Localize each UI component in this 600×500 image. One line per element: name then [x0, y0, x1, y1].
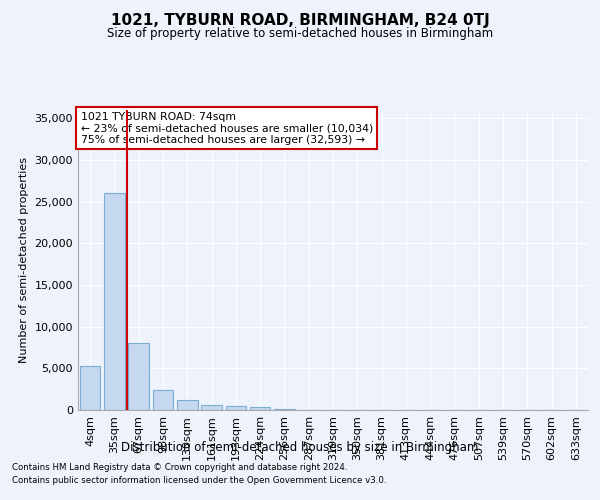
Bar — [274, 409, 295, 410]
Bar — [152, 390, 173, 410]
Bar — [250, 407, 271, 410]
Text: Contains public sector information licensed under the Open Government Licence v3: Contains public sector information licen… — [12, 476, 386, 485]
Text: Distribution of semi-detached houses by size in Birmingham: Distribution of semi-detached houses by … — [121, 441, 479, 454]
Text: Contains HM Land Registry data © Crown copyright and database right 2024.: Contains HM Land Registry data © Crown c… — [12, 464, 347, 472]
Bar — [80, 366, 100, 410]
Bar — [177, 400, 197, 410]
Bar — [201, 404, 222, 410]
Bar — [226, 406, 246, 410]
Text: Size of property relative to semi-detached houses in Birmingham: Size of property relative to semi-detach… — [107, 28, 493, 40]
Text: 1021 TYBURN ROAD: 74sqm
← 23% of semi-detached houses are smaller (10,034)
75% o: 1021 TYBURN ROAD: 74sqm ← 23% of semi-de… — [80, 112, 373, 144]
Y-axis label: Number of semi-detached properties: Number of semi-detached properties — [19, 157, 29, 363]
Bar — [104, 194, 125, 410]
Bar — [128, 344, 149, 410]
Text: 1021, TYBURN ROAD, BIRMINGHAM, B24 0TJ: 1021, TYBURN ROAD, BIRMINGHAM, B24 0TJ — [110, 12, 490, 28]
